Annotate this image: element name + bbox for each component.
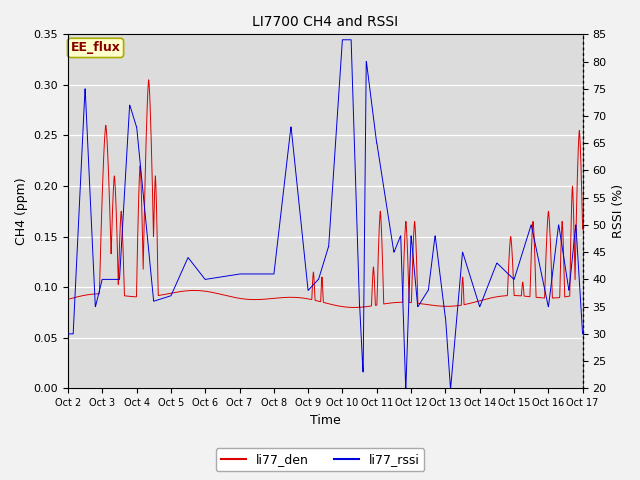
Y-axis label: RSSI (%): RSSI (%) [612,184,625,239]
Y-axis label: CH4 (ppm): CH4 (ppm) [15,178,28,245]
Text: EE_flux: EE_flux [70,41,120,54]
X-axis label: Time: Time [310,414,340,427]
Title: LI7700 CH4 and RSSI: LI7700 CH4 and RSSI [252,15,398,29]
Legend: li77_den, li77_rssi: li77_den, li77_rssi [216,448,424,471]
